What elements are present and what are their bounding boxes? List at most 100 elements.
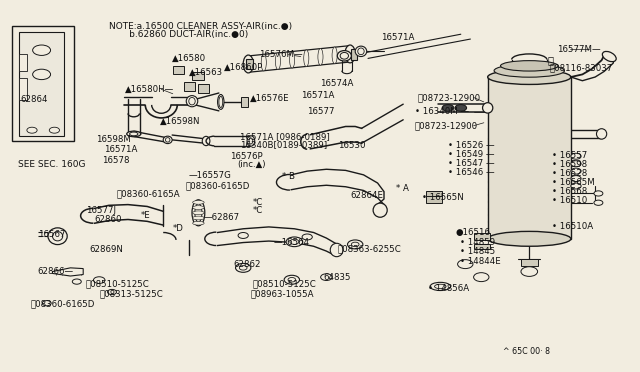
Circle shape	[42, 301, 51, 306]
Circle shape	[571, 168, 581, 174]
Text: 16576M—: 16576M—	[259, 50, 303, 59]
Ellipse shape	[355, 46, 367, 57]
Text: • 16549 —: • 16549 —	[448, 150, 495, 159]
Text: Ⓢ08510-5125C: Ⓢ08510-5125C	[85, 279, 149, 288]
Ellipse shape	[218, 94, 224, 109]
Bar	[521, 259, 538, 266]
Ellipse shape	[193, 211, 204, 215]
Bar	[241, 97, 248, 107]
Polygon shape	[52, 268, 83, 276]
Text: 16577J: 16577J	[86, 206, 116, 215]
Text: Ⓢ08360-6165D: Ⓢ08360-6165D	[186, 182, 250, 190]
Ellipse shape	[304, 50, 309, 67]
Circle shape	[455, 105, 467, 111]
Text: • 16565M: • 16565M	[552, 178, 595, 187]
Circle shape	[442, 105, 454, 111]
Text: ⒲08116-83037: ⒲08116-83037	[549, 63, 612, 72]
Text: 16571A: 16571A	[104, 145, 138, 154]
Circle shape	[238, 232, 248, 238]
Text: • 16565N: • 16565N	[422, 193, 464, 202]
Text: 16577: 16577	[307, 107, 335, 116]
Text: • 14856A: • 14856A	[428, 284, 468, 293]
Circle shape	[571, 161, 581, 167]
Text: • 16546 —: • 16546 —	[448, 169, 495, 177]
Text: 62864: 62864	[20, 95, 47, 104]
Text: NOTE:a.16500 CLEANER ASSY-AIR(inc.●): NOTE:a.16500 CLEANER ASSY-AIR(inc.●)	[109, 22, 292, 31]
Circle shape	[594, 191, 603, 196]
Text: ▲16580: ▲16580	[172, 54, 205, 63]
Bar	[198, 84, 209, 93]
Bar	[173, 66, 184, 74]
Circle shape	[108, 289, 116, 295]
Circle shape	[33, 45, 51, 55]
Text: *D: *D	[173, 224, 184, 233]
Ellipse shape	[165, 138, 170, 142]
Circle shape	[351, 242, 359, 247]
Ellipse shape	[318, 48, 323, 65]
Text: Ⓢ08360-6165A: Ⓢ08360-6165A	[116, 189, 180, 198]
Text: • 14844E: • 14844E	[460, 257, 500, 266]
Text: • 16557: • 16557	[552, 151, 587, 160]
Text: • 16598: • 16598	[552, 160, 587, 169]
Ellipse shape	[219, 96, 223, 108]
Text: —16557G: —16557G	[189, 171, 232, 180]
Ellipse shape	[289, 51, 294, 68]
Text: 62862: 62862	[234, 260, 261, 269]
Text: Ⓢ08313-5125C: Ⓢ08313-5125C	[99, 289, 163, 298]
Ellipse shape	[275, 53, 280, 70]
Text: ▲16563: ▲16563	[189, 68, 223, 77]
Circle shape	[239, 266, 247, 270]
Ellipse shape	[435, 284, 446, 289]
Circle shape	[286, 237, 303, 247]
Circle shape	[33, 69, 51, 80]
Ellipse shape	[494, 64, 564, 77]
Text: • 16528: • 16528	[552, 169, 587, 178]
Text: 64835: 64835	[323, 273, 351, 282]
Circle shape	[236, 263, 251, 272]
Text: 16598M: 16598M	[96, 135, 131, 144]
Circle shape	[458, 260, 473, 269]
Circle shape	[321, 274, 332, 280]
Circle shape	[93, 277, 105, 283]
Text: SEE SEC. 160G: SEE SEC. 160G	[18, 160, 85, 169]
Text: *E: *E	[141, 211, 150, 219]
Ellipse shape	[346, 46, 351, 62]
Ellipse shape	[192, 200, 205, 226]
Ellipse shape	[345, 45, 355, 63]
Ellipse shape	[48, 228, 67, 245]
Text: ⒲08723-12900: ⒲08723-12900	[417, 93, 481, 102]
Text: —16564: —16564	[274, 238, 310, 247]
Ellipse shape	[249, 138, 253, 144]
Ellipse shape	[193, 221, 204, 225]
Ellipse shape	[202, 137, 210, 146]
Text: b.62860 DUCT-AIR(inc.●0): b.62860 DUCT-AIR(inc.●0)	[109, 30, 248, 39]
Text: ▲16598N: ▲16598N	[160, 116, 200, 125]
Ellipse shape	[596, 129, 607, 139]
Text: (inc.▲): (inc.▲)	[237, 160, 266, 169]
Ellipse shape	[337, 51, 351, 61]
Bar	[12, 26, 74, 141]
Text: ▲16580H—: ▲16580H—	[125, 85, 174, 94]
Circle shape	[521, 267, 538, 276]
Ellipse shape	[243, 55, 253, 73]
Text: 16340B[0189-0389]: 16340B[0189-0389]	[240, 141, 327, 150]
Text: Ⓢ08510-5125C: Ⓢ08510-5125C	[253, 279, 317, 288]
Text: 16571A: 16571A	[301, 92, 334, 100]
Ellipse shape	[186, 96, 198, 107]
Ellipse shape	[373, 203, 387, 217]
Text: ●16516: ●16516	[456, 228, 491, 237]
Bar	[192, 72, 204, 80]
Circle shape	[27, 127, 37, 133]
Ellipse shape	[602, 51, 616, 62]
Circle shape	[571, 183, 581, 189]
Ellipse shape	[127, 131, 141, 137]
Circle shape	[284, 275, 300, 284]
Bar	[19, 32, 64, 136]
Bar	[488, 77, 571, 239]
Ellipse shape	[163, 136, 172, 144]
Text: * B: * B	[282, 172, 294, 181]
Text: ⒲: ⒲	[547, 55, 554, 65]
Text: 62866—: 62866—	[37, 267, 73, 276]
Text: 62869N: 62869N	[90, 245, 124, 254]
Circle shape	[288, 278, 296, 282]
